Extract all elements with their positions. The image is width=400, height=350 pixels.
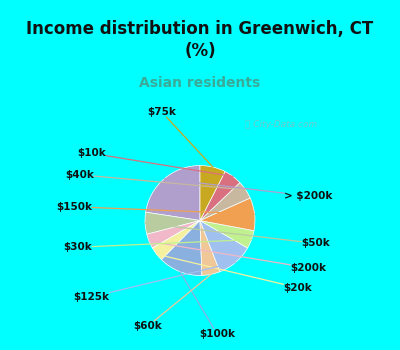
Wedge shape bbox=[147, 220, 200, 248]
Wedge shape bbox=[200, 220, 254, 248]
Text: $100k: $100k bbox=[180, 272, 235, 338]
Wedge shape bbox=[145, 212, 200, 234]
Text: $150k: $150k bbox=[56, 202, 254, 214]
Wedge shape bbox=[200, 183, 250, 220]
Text: $10k: $10k bbox=[77, 148, 233, 176]
Wedge shape bbox=[200, 172, 240, 220]
Wedge shape bbox=[200, 220, 220, 275]
Text: $75k: $75k bbox=[147, 107, 213, 167]
Text: $20k: $20k bbox=[156, 254, 312, 293]
Wedge shape bbox=[200, 166, 225, 220]
Text: $40k: $40k bbox=[65, 170, 246, 190]
Text: Asian residents: Asian residents bbox=[139, 76, 261, 90]
Text: $125k: $125k bbox=[74, 262, 236, 302]
Wedge shape bbox=[200, 220, 248, 272]
Text: ⓘ City-Data.com: ⓘ City-Data.com bbox=[245, 120, 317, 129]
Text: > $200k: > $200k bbox=[164, 179, 333, 201]
Text: $200k: $200k bbox=[149, 241, 326, 273]
Wedge shape bbox=[162, 220, 202, 275]
Wedge shape bbox=[146, 166, 200, 220]
Text: $60k: $60k bbox=[134, 274, 211, 331]
Wedge shape bbox=[152, 220, 200, 260]
Text: $50k: $50k bbox=[145, 223, 330, 248]
Wedge shape bbox=[200, 198, 255, 231]
Text: $30k: $30k bbox=[64, 240, 252, 252]
Text: Income distribution in Greenwich, CT
(%): Income distribution in Greenwich, CT (%) bbox=[26, 20, 374, 60]
